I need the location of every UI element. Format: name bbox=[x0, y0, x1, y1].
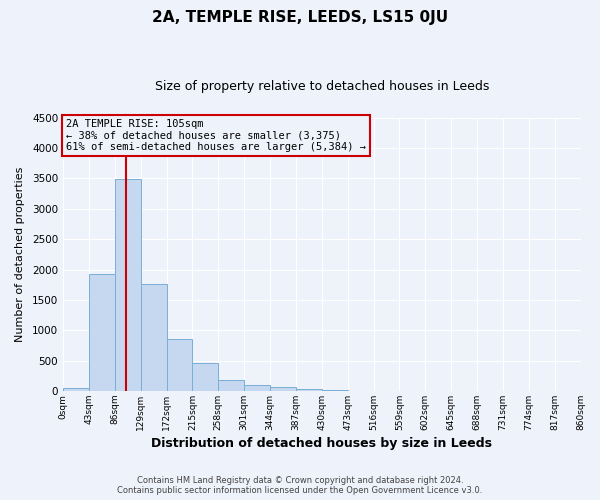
Bar bbox=[89, 274, 115, 391]
Bar bbox=[322, 390, 347, 391]
Bar bbox=[218, 380, 244, 391]
Bar bbox=[244, 385, 270, 391]
Bar bbox=[193, 363, 218, 391]
Text: 2A, TEMPLE RISE, LEEDS, LS15 0JU: 2A, TEMPLE RISE, LEEDS, LS15 0JU bbox=[152, 10, 448, 25]
Text: Contains HM Land Registry data © Crown copyright and database right 2024.
Contai: Contains HM Land Registry data © Crown c… bbox=[118, 476, 482, 495]
X-axis label: Distribution of detached houses by size in Leeds: Distribution of detached houses by size … bbox=[151, 437, 492, 450]
Bar bbox=[140, 284, 167, 391]
Bar bbox=[167, 338, 193, 391]
Y-axis label: Number of detached properties: Number of detached properties bbox=[15, 166, 25, 342]
Bar bbox=[270, 388, 296, 391]
Bar bbox=[63, 388, 89, 391]
Bar bbox=[296, 389, 322, 391]
Text: 2A TEMPLE RISE: 105sqm
← 38% of detached houses are smaller (3,375)
61% of semi-: 2A TEMPLE RISE: 105sqm ← 38% of detached… bbox=[66, 119, 366, 152]
Title: Size of property relative to detached houses in Leeds: Size of property relative to detached ho… bbox=[155, 80, 489, 93]
Bar bbox=[115, 179, 140, 391]
